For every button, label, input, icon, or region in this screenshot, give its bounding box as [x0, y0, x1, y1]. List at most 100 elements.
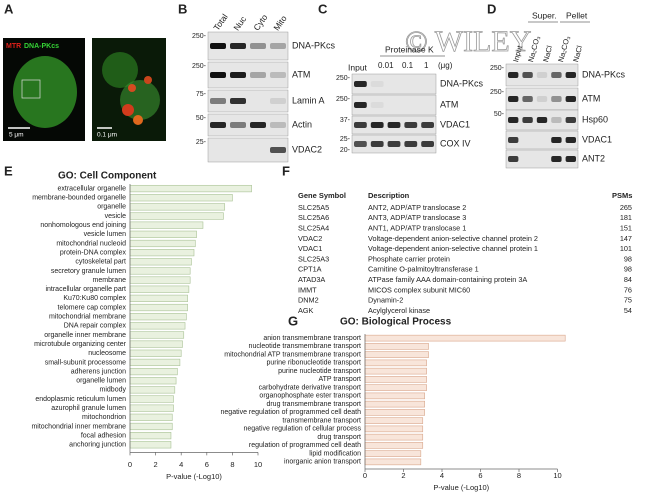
band	[270, 43, 286, 49]
bar	[129, 422, 173, 431]
x-axis-label: P-value (-Log10)	[433, 483, 489, 492]
y-tick-label: inorganic anion transport	[284, 459, 361, 466]
marker-label: 250-	[192, 33, 207, 40]
table-cell: DNM2	[298, 296, 319, 305]
table-cell: ATAD3A	[298, 275, 325, 284]
panel-letter: G	[288, 313, 298, 328]
bar	[364, 392, 425, 400]
marker-label: 50-	[196, 115, 207, 122]
bar	[364, 442, 424, 449]
blot	[505, 63, 579, 87]
y-tick-label: anchoring junction	[69, 442, 126, 449]
blot	[351, 73, 437, 95]
y-tick-label: drug transport	[317, 434, 361, 441]
marker-label: 250-	[192, 63, 207, 70]
chart-title: GO: Cell Component	[58, 171, 157, 182]
y-tick-label: azurophil granule lumen	[51, 405, 126, 412]
panel-letter: A	[4, 1, 14, 16]
band	[565, 72, 576, 78]
table-header: Gene Symbol	[298, 191, 346, 200]
bar	[364, 400, 425, 408]
band	[508, 96, 519, 102]
table-cell: 98	[624, 265, 632, 274]
protein-label: DNA-PKcs	[440, 78, 484, 88]
x-tick-label: 6	[478, 471, 482, 480]
table-cell: Voltage-dependent anion-selective channe…	[368, 234, 538, 243]
y-tick-label: mitochondrial ATP transmembrane transpor…	[224, 351, 361, 358]
band	[250, 43, 266, 49]
band	[508, 156, 519, 162]
y-tick-label: organelle inner membrane	[44, 332, 126, 339]
inset-box	[21, 79, 41, 99]
signal	[122, 104, 134, 116]
marker-label: 250-	[490, 89, 505, 96]
band	[210, 72, 226, 78]
band	[270, 72, 286, 78]
y-tick-label: membrane	[93, 277, 127, 284]
signal	[128, 84, 136, 92]
bar	[364, 425, 424, 433]
bar	[129, 294, 188, 302]
x-tick-label: 2	[401, 471, 405, 480]
panel-letter: F	[282, 163, 290, 178]
lane-label: Mito	[271, 13, 289, 32]
table-cell: ANT1, ADP/ATP translocase 1	[368, 224, 466, 233]
bar	[129, 203, 226, 211]
y-tick-label: mitochondrial nucleoid	[56, 240, 126, 247]
bar	[129, 404, 174, 412]
band	[210, 43, 226, 49]
lane-label: Input	[511, 44, 524, 63]
bar	[129, 303, 188, 312]
table-cell: SLC25A4	[298, 224, 329, 233]
bar	[364, 409, 425, 416]
protein-label: COX IV	[440, 138, 471, 148]
band	[522, 72, 533, 78]
bar	[364, 433, 424, 441]
table-cell: MICOS complex subunit MIC60	[368, 285, 470, 294]
y-tick-label: negative regulation of cellular process	[243, 426, 361, 433]
blot	[207, 89, 289, 113]
table-header: PSMs	[612, 191, 632, 200]
bar	[129, 322, 186, 330]
band	[230, 43, 246, 49]
y-tick-label: anion transmembrane transport	[263, 335, 361, 342]
dose-label: 0.01	[378, 61, 394, 70]
table-cell: 151	[620, 224, 632, 233]
lane-label: Input	[348, 62, 368, 72]
table-cell: 98	[624, 254, 632, 263]
y-tick-label: organelle lumen	[76, 378, 126, 385]
bar	[129, 377, 177, 385]
blot	[207, 31, 289, 61]
y-tick-label: protein-DNA complex	[60, 249, 127, 256]
table-cell: SLC25A5	[298, 203, 329, 212]
bar	[129, 395, 174, 403]
band	[536, 117, 548, 123]
marker-label: 250-	[490, 65, 505, 72]
protein-label: ANT2	[582, 153, 605, 163]
bar	[129, 349, 182, 357]
lane-label: Na₂CO₃	[556, 35, 572, 63]
band	[354, 102, 367, 108]
scale-label: 5 μm	[9, 132, 24, 139]
bar	[364, 458, 422, 466]
marker-label: 75-	[196, 91, 207, 98]
y-tick-label: membrane-bounded organelle	[32, 195, 126, 202]
bar	[129, 441, 172, 449]
panel-letter: B	[178, 1, 187, 16]
table-cell: 75	[624, 296, 632, 305]
marker-label: 25-	[340, 136, 351, 143]
bar	[364, 384, 427, 391]
band	[230, 72, 246, 78]
x-tick-label: 0	[363, 471, 367, 480]
y-tick-label: transmembrane transport	[282, 417, 361, 424]
lane-label: Nuc	[231, 14, 248, 33]
band	[508, 117, 519, 123]
band	[565, 156, 576, 162]
band	[370, 122, 384, 128]
y-tick-label: vesicle lumen	[84, 231, 127, 238]
bar	[129, 230, 197, 238]
y-tick-label: carbohydrate derivative transport	[259, 384, 361, 391]
band	[421, 141, 434, 147]
table-cell: Carnitine O-palmitoyltransferase 1	[368, 265, 479, 274]
table-cell: ATPase family AAA domain-containing prot…	[368, 275, 527, 284]
